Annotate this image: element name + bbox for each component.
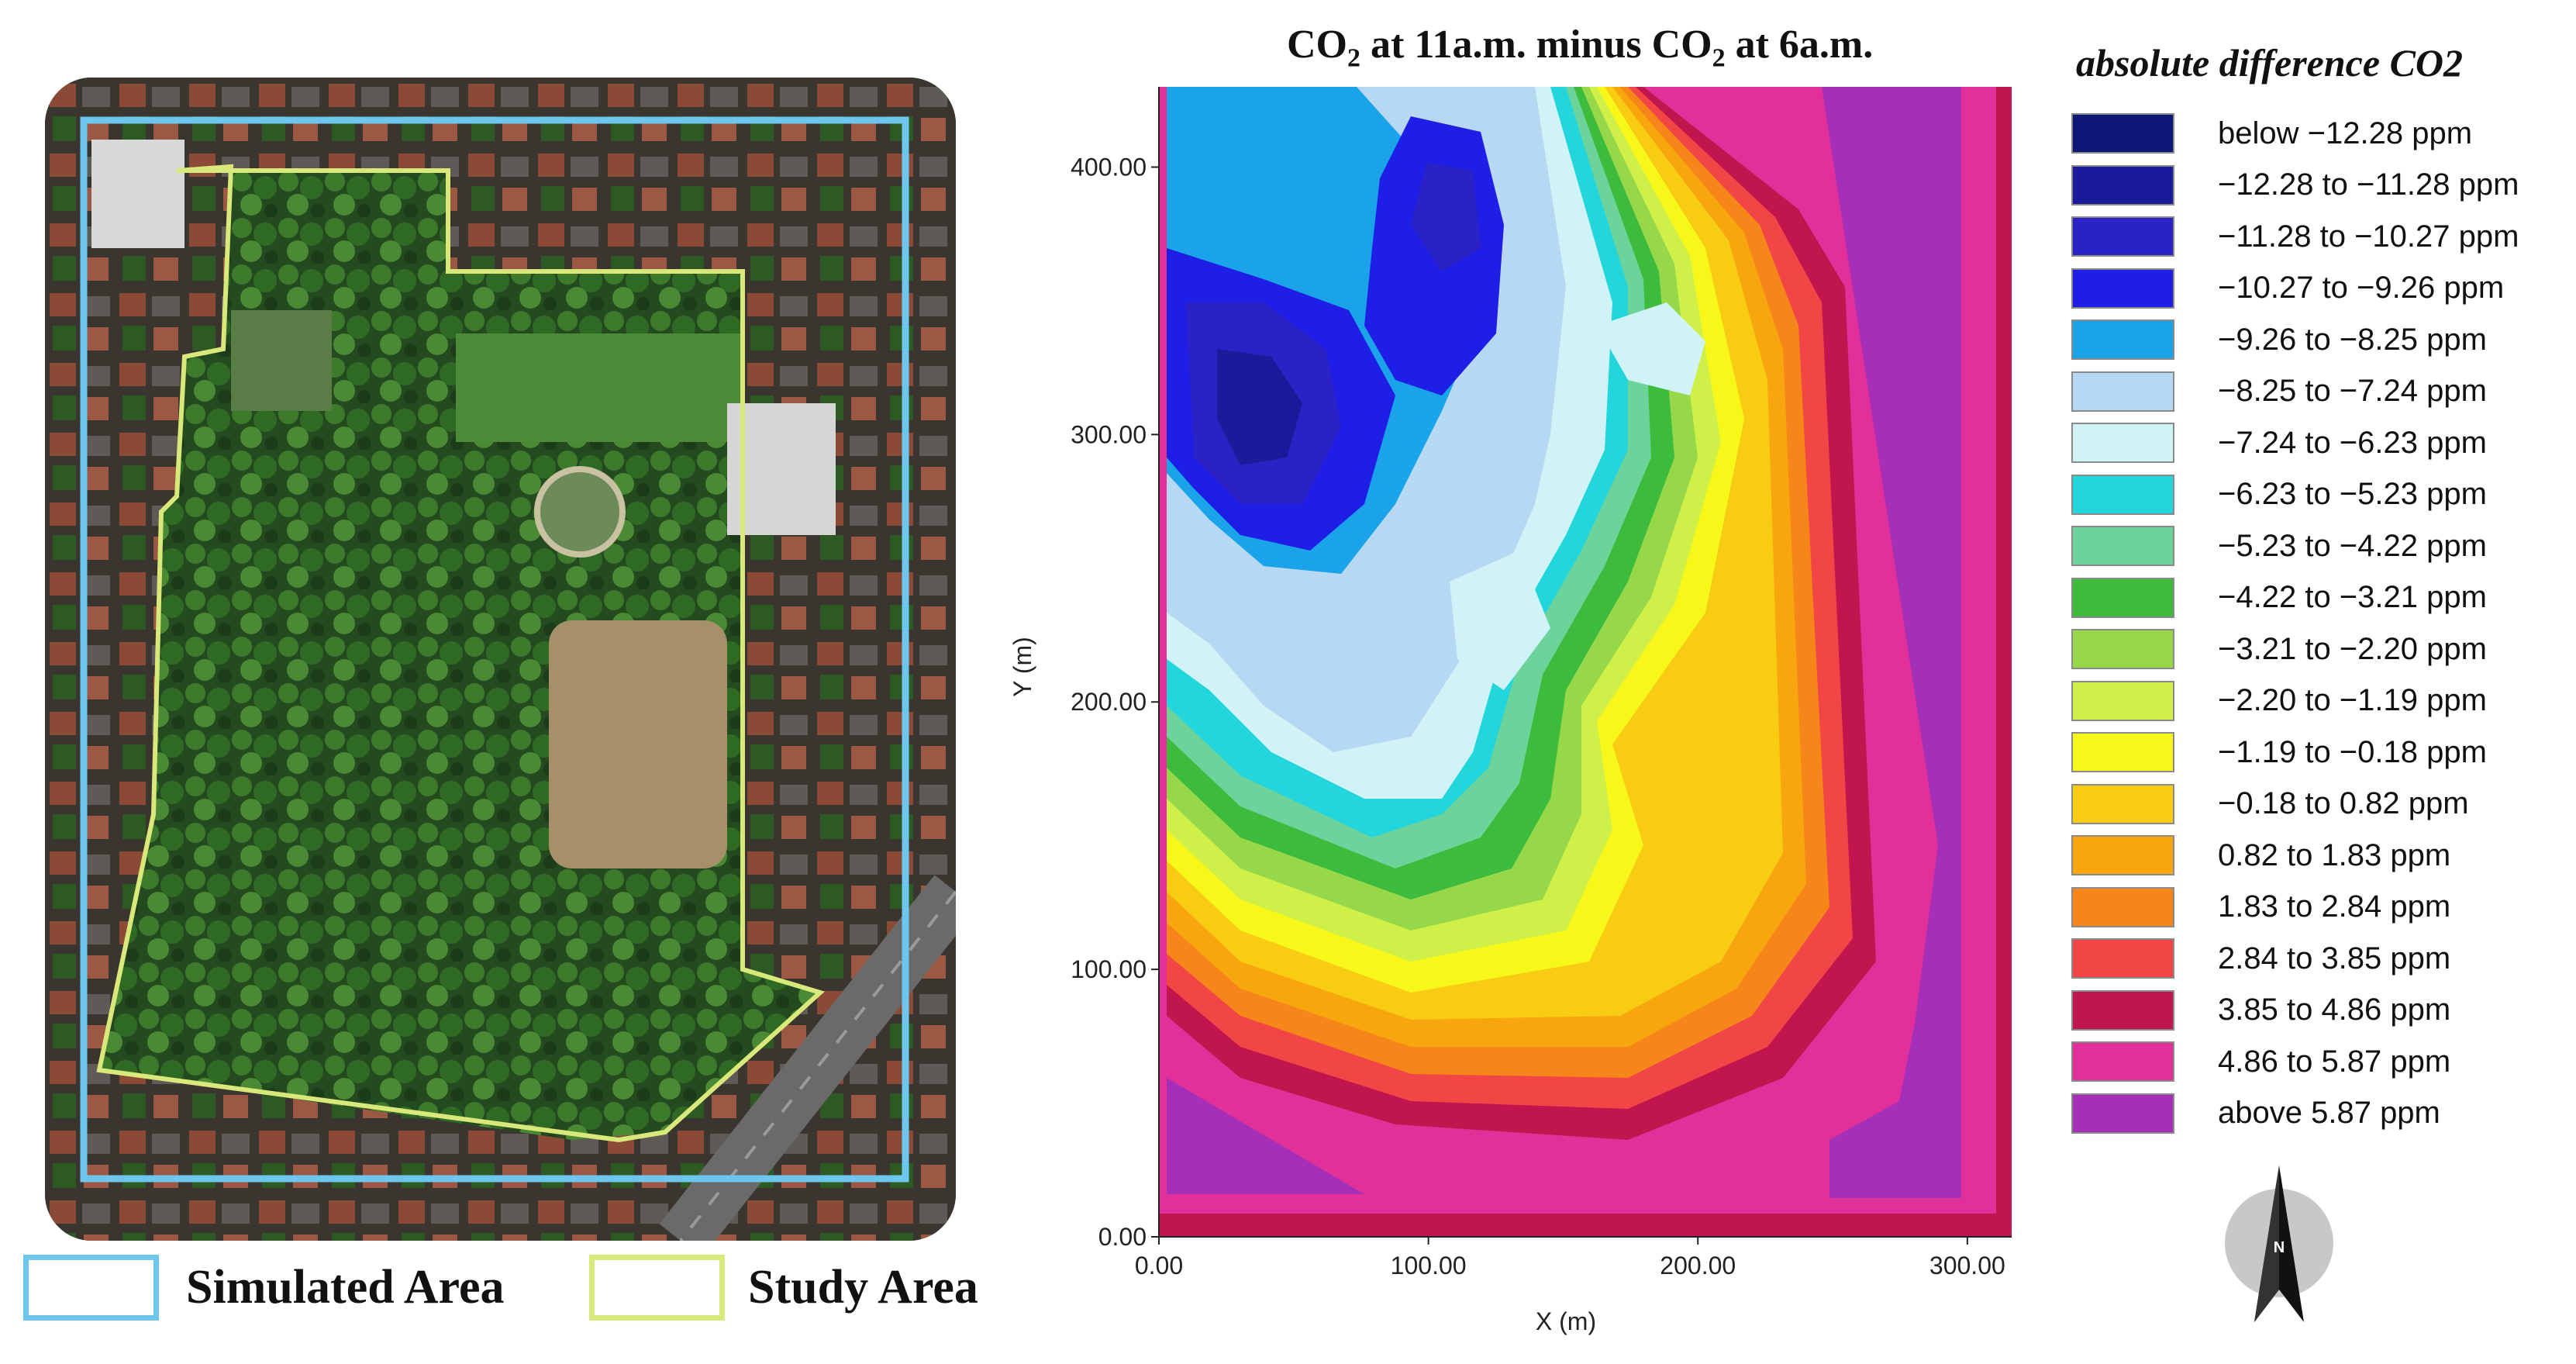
legend-swatch [2071,423,2174,463]
legend-label: −5.23 to −4.22 ppm [2218,528,2487,563]
legend-label: 0.82 to 1.83 ppm [2218,837,2451,872]
legend-item: −1.19 to −0.18 ppm [2071,730,2487,774]
simulated-area-label: Simulated Area [186,1261,505,1314]
legend-swatch [2071,732,2174,772]
legend-item: above 5.87 ppm [2071,1092,2440,1135]
y-tick-label: 100.00 [1071,955,1147,983]
legend-swatch [2071,1093,2174,1134]
legend-swatch [2071,319,2174,360]
legend-item: −12.28 to −11.28 ppm [2071,164,2519,207]
legend-swatch [2071,216,2174,257]
x-tick-label: 200.00 [1660,1252,1736,1279]
simulated-area-outline [80,116,909,1183]
study-area-label: Study Area [748,1261,978,1314]
legend-item: 2.84 to 3.85 ppm [2071,937,2450,980]
aerial-map-image [45,78,956,1241]
study-area-outline [96,164,825,1143]
legend-item: −10.27 to −9.26 ppm [2071,267,2504,310]
legend-item: −7.24 to −6.23 ppm [2071,421,2487,464]
legend-item: 1.83 to 2.84 ppm [2071,886,2450,929]
legend-title: absolute difference CO2 [2076,41,2464,85]
x-tick-label: 0.00 [1135,1252,1183,1279]
legend-swatch [2071,526,2174,566]
legend-item: −11.28 to −10.27 ppm [2071,215,2519,258]
legend-label: below −12.28 ppm [2218,116,2473,150]
title-sub-1: 2 [1347,43,1360,73]
legend-label: 3.85 to 4.86 ppm [2218,993,2451,1027]
legend-swatch [2071,886,2174,927]
legend-label: −12.28 to −11.28 ppm [2218,167,2519,202]
y-axis-title: Y (m) [1009,637,1036,697]
legend-item: −5.23 to −4.22 ppm [2071,524,2487,568]
legend-item: −0.18 to 0.82 ppm [2071,782,2469,826]
legend-item: below −12.28 ppm [2071,112,2472,155]
legend-swatch [2071,783,2174,824]
plot-axes [1158,87,2012,1238]
simulated-area-swatch [23,1255,159,1321]
legend-label: 2.84 to 3.85 ppm [2218,941,2451,976]
north-arrow-icon: N [2225,1165,2333,1322]
legend-item: 4.86 to 5.87 ppm [2071,1040,2450,1083]
y-tick-label: 400.00 [1071,153,1147,181]
legend-swatch [2071,371,2174,412]
title-part-2: at 11a.m. minus CO [1360,22,1712,67]
legend-swatch [2071,164,2174,205]
y-tick-label: 300.00 [1071,420,1147,448]
study-area-swatch [589,1255,725,1321]
contour-plot: 0.00 100.00 200.00 300.00 0.00 100.00 200.00 3… [1009,87,2012,1335]
legend-label: −6.23 to −5.23 ppm [2218,477,2487,511]
title-sub-2: 2 [1712,43,1726,73]
x-tick-label: 100.00 [1391,1252,1467,1279]
y-tick-label: 200.00 [1071,688,1147,716]
legend-item: −3.21 to −2.20 ppm [2071,627,2487,671]
x-axis-ticks: 0.00 100.00 200.00 300.00 [1135,1237,2005,1279]
legend-item: −2.20 to −1.19 ppm [2071,679,2487,723]
legend-label: −7.24 to −6.23 ppm [2218,425,2487,460]
legend-item: −8.25 to −7.24 ppm [2071,370,2487,413]
title-part-1: CO [1287,22,1347,67]
legend-label: above 5.87 ppm [2218,1096,2440,1130]
legend-label: −4.22 to −3.21 ppm [2218,580,2487,614]
legend-label: −9.26 to −8.25 ppm [2218,322,2487,357]
legend-item: 0.82 to 1.83 ppm [2071,834,2450,877]
legend-label: −3.21 to −2.20 ppm [2218,631,2487,666]
north-label: N [2274,1239,2285,1256]
legend-label: −1.19 to −0.18 ppm [2218,734,2487,769]
legend-label: −2.20 to −1.19 ppm [2218,683,2487,717]
legend-item: −6.23 to −5.23 ppm [2071,473,2487,516]
legend-swatch [2071,474,2174,515]
legend-swatch [2071,629,2174,669]
legend-label: −0.18 to 0.82 ppm [2218,786,2469,820]
title-part-3: at 6a.m. [1725,22,1874,67]
x-tick-label: 300.00 [1929,1252,2005,1279]
legend-label: 4.86 to 5.87 ppm [2218,1044,2451,1079]
legend-swatch [2071,1041,2174,1082]
legend-swatch [2071,113,2174,154]
legend-label: −8.25 to −7.24 ppm [2218,374,2487,408]
legend-swatch [2071,577,2174,618]
contour-field [1159,87,2012,1237]
legend-label: −10.27 to −9.26 ppm [2218,271,2505,305]
legend-item: −4.22 to −3.21 ppm [2071,576,2487,620]
legend-swatch [2071,680,2174,721]
y-axis-ticks: 0.00 100.00 200.00 300.00 400.00 [1071,153,1159,1251]
x-axis-title: X (m) [1536,1307,1596,1335]
legend-item: −9.26 to −8.25 ppm [2071,318,2487,361]
legend-label: −11.28 to −10.27 ppm [2218,219,2519,254]
y-tick-label: 0.00 [1098,1223,1147,1251]
legend-swatch [2071,938,2174,979]
plot-title: CO2 at 11a.m. minus CO2 at 6a.m. [1287,22,1873,73]
legend-item: 3.85 to 4.86 ppm [2071,989,2450,1032]
legend-label: 1.83 to 2.84 ppm [2218,889,2451,924]
legend-swatch [2071,835,2174,875]
aerial-map-drawing [45,78,956,1241]
legend-swatch [2071,268,2174,309]
legend-swatch [2071,989,2174,1031]
